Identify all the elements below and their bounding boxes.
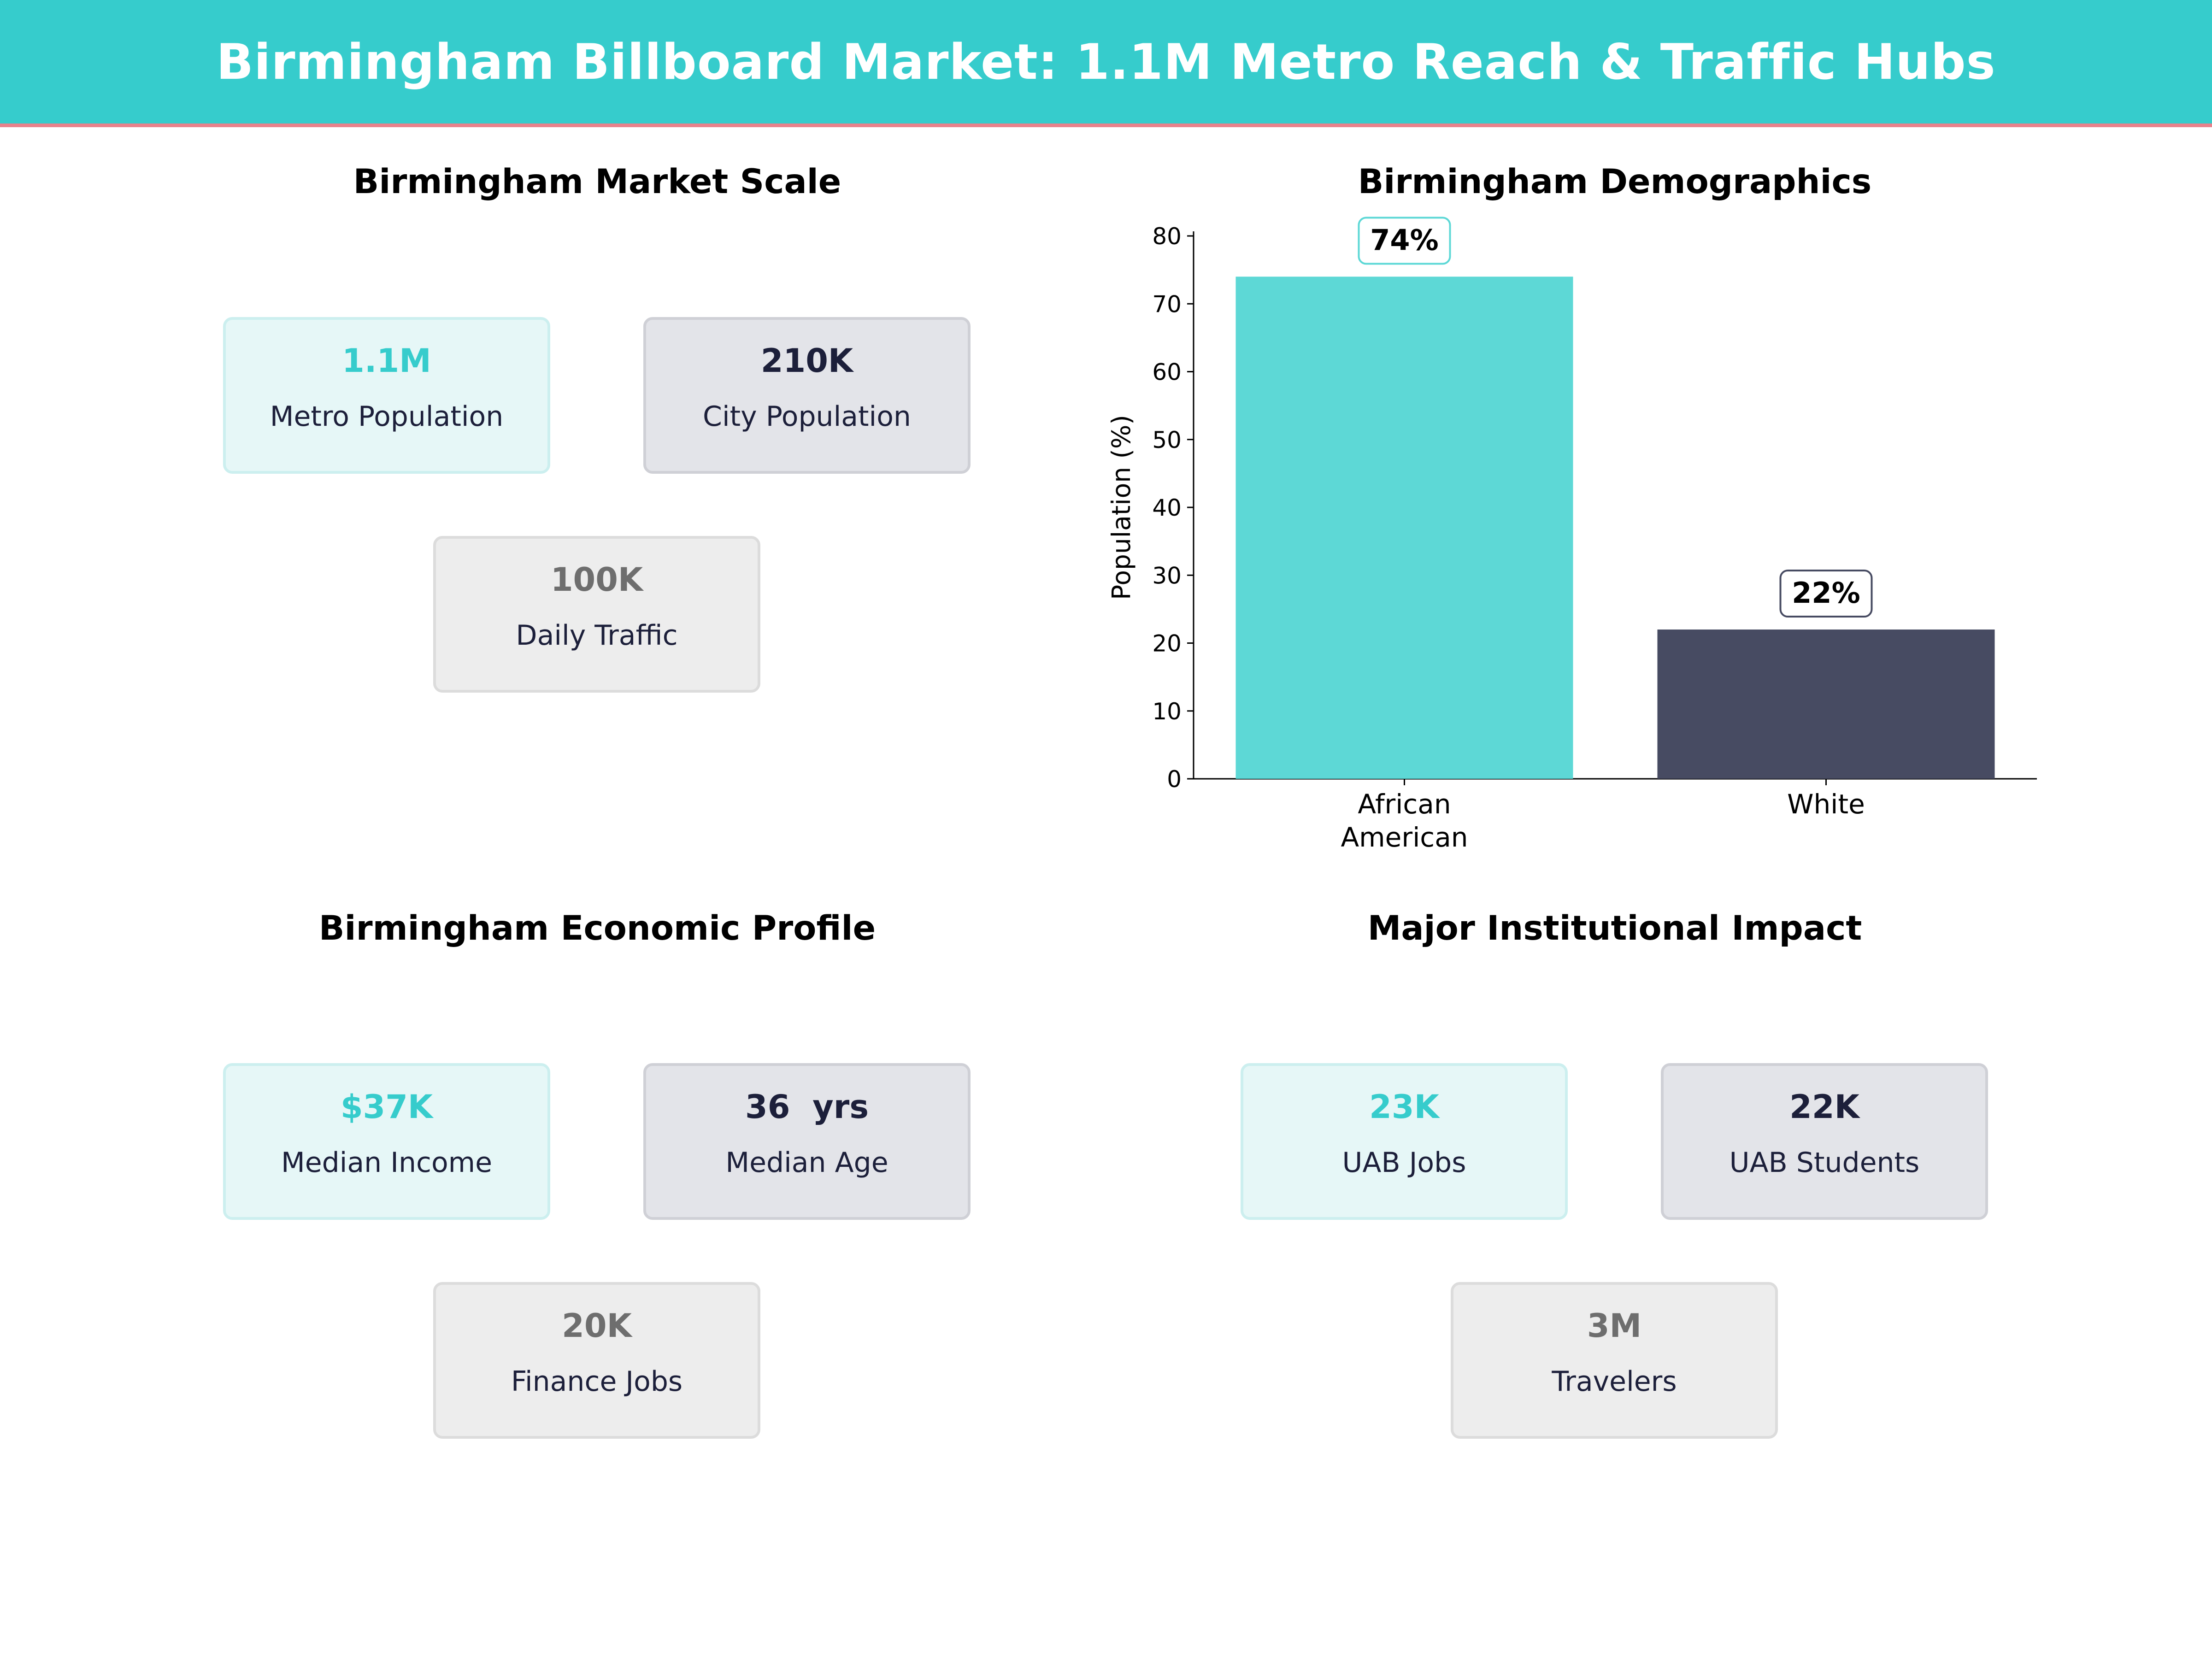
value-label-box: [1779, 570, 1873, 618]
metric-value: 1.1M: [342, 342, 431, 380]
metric-label: UAB Students: [1729, 1147, 1920, 1179]
y-tick-label: 30: [1152, 562, 1182, 589]
metric-card-median-income: $37K Median Income: [223, 1063, 550, 1220]
metric-card-uab-students: 22K UAB Students: [1661, 1063, 1988, 1220]
metric-card-daily-traffic: 100K Daily Traffic: [433, 536, 760, 693]
demographics-bar-chart: 0 10 20 30 40 50 60 70 80 Population (%) African Am…: [1106, 217, 2037, 853]
metric-value: 100K: [550, 561, 643, 599]
metric-card-median-age: 36 yrs Median Age: [643, 1063, 971, 1220]
value-label-box: [1358, 217, 1451, 265]
bar: [1657, 629, 1995, 779]
metric-label: UAB Jobs: [1342, 1147, 1466, 1179]
x-tick-label-line: African: [1358, 788, 1451, 820]
metric-value: 36 yrs: [745, 1088, 869, 1126]
metric-card-uab-jobs: 23K UAB Jobs: [1241, 1063, 1568, 1220]
metric-value: 23K: [1369, 1088, 1439, 1126]
metric-value: 20K: [562, 1307, 632, 1345]
metric-label: Travelers: [1552, 1365, 1677, 1398]
metric-label: Daily Traffic: [516, 619, 678, 652]
metric-value: 22K: [1789, 1088, 1859, 1126]
demographics-title: Birmingham Demographics: [1358, 162, 1872, 201]
value-label: 74%: [1370, 223, 1438, 257]
economic-profile-title: Birmingham Economic Profile: [318, 909, 876, 948]
y-tick-label: 40: [1152, 494, 1182, 521]
y-tick-label: 70: [1152, 291, 1182, 318]
market-scale-title: Birmingham Market Scale: [353, 162, 841, 201]
metric-card-city-population: 210K City Population: [643, 317, 971, 474]
metric-card-travelers: 3M Travelers: [1451, 1282, 1778, 1439]
metric-label: Finance Jobs: [511, 1365, 683, 1398]
y-axis-label: Population (%): [1106, 415, 1136, 600]
y-tick-label: 50: [1152, 427, 1182, 453]
page-title: Birmingham Billboard Market: 1.1M Metro …: [216, 33, 1996, 90]
y-tick-label: 20: [1152, 630, 1182, 657]
x-tick-label: African American: [1341, 788, 1468, 853]
metric-value: $37K: [340, 1088, 433, 1126]
chart-axes: 0 10 20 30 40 50 60 70 80 Population (%) African Am…: [1106, 223, 2037, 853]
y-tick-label: 0: [1167, 766, 1182, 793]
institutional-impact-title: Major Institutional Impact: [1367, 909, 1862, 948]
metric-label: Median Income: [281, 1147, 493, 1179]
y-tick-label: 10: [1152, 698, 1182, 725]
x-tick-label-line: White: [1787, 788, 1865, 820]
metric-card-finance-jobs: 20K Finance Jobs: [433, 1282, 760, 1439]
y-tick-label: 60: [1152, 359, 1182, 386]
x-tick-label-line: American: [1341, 822, 1468, 853]
metric-label: City Population: [703, 400, 911, 433]
chart-bars: [1235, 276, 1995, 779]
value-label: 22%: [1792, 576, 1860, 610]
header-banner: Birmingham Billboard Market: 1.1M Metro …: [0, 0, 2212, 127]
chart-labels: 74% 22%: [1358, 217, 1873, 618]
metric-label: Median Age: [725, 1147, 888, 1179]
metric-card-metro-population: 1.1M Metro Population: [223, 317, 550, 474]
x-tick-label: White: [1787, 788, 1865, 820]
metric-value: 3M: [1587, 1307, 1642, 1345]
metric-value: 210K: [760, 342, 853, 380]
y-tick-label: 80: [1152, 223, 1182, 250]
bar: [1235, 276, 1573, 779]
metric-label: Metro Population: [270, 400, 504, 433]
